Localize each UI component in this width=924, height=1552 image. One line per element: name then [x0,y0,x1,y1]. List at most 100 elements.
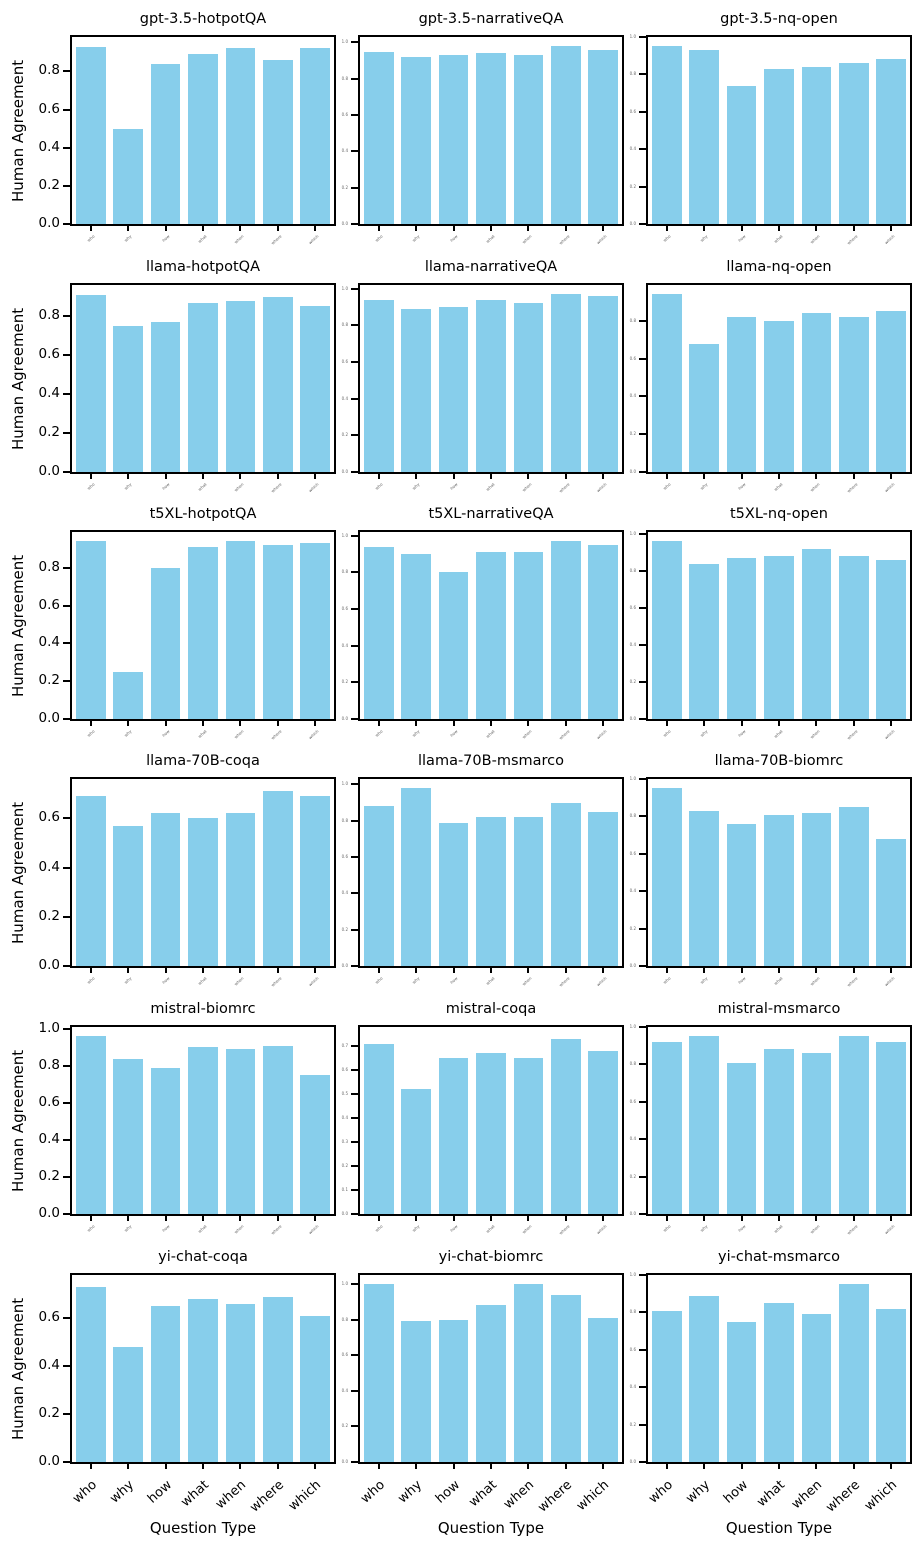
x-tick [127,1462,130,1469]
axis-spine-top [70,530,336,532]
bar-what [188,302,218,472]
y-tick-label: 0.6 [341,359,348,364]
x-tick [602,1214,605,1221]
y-tick [63,604,70,607]
x-tick-label: when [501,1477,538,1513]
x-tick [202,1462,204,1469]
y-tick-label: 1.0 [629,1272,636,1277]
subplot-gpt-3.5-nq-open: gpt-3.5-nq-open 0.0 0.2 0.4 0.6 0.8 1.0 who why h… [630,11,912,246]
y-tick [63,70,70,73]
x-tick-label: why [699,481,709,491]
x-tick-label: why [699,233,709,243]
x-tick [276,719,279,726]
x-tick-label: when [809,1223,821,1235]
y-tick-label: 0.0 [341,963,348,968]
x-tick-label: where [247,1477,287,1516]
x-tick-label: which [307,728,320,741]
subplot-llama-70B-coqa: llama-70B-coqa 0.0 0.2 0.4 0.6 who why how what w… [9,753,336,988]
y-axis-label: Human Agreement [9,307,27,450]
y-tick-label: 0.6 [341,854,348,860]
x-tick [452,719,455,726]
x-tick-label: where [270,481,283,494]
x-tick-label: what [484,481,496,492]
bar-who [363,299,394,472]
y-tick [639,1348,646,1351]
x-tick-label: what [484,728,496,739]
x-tick-label: where [558,481,571,494]
bar-who [651,46,682,224]
axis-spine-right [910,1273,912,1464]
y-tick [639,223,646,225]
x-tick [527,966,530,973]
x-tick [490,1214,492,1221]
subplot-gpt-3.5-narrativeQA: gpt-3.5-narrativeQA 0.0 0.2 0.4 0.6 0.8 1.0 who… [342,11,624,246]
y-tick [63,915,70,918]
y-tick [639,1213,646,1215]
x-tick-label: which [862,1477,901,1515]
y-tick-label: 0.4 [38,1130,60,1147]
axis-spine-top [646,1273,912,1275]
x-tick [314,719,317,726]
x-tick [127,966,130,973]
chart-title: gpt-3.5-hotpotQA [139,11,267,27]
x-tick [564,719,567,726]
axis-spine-top [646,35,912,37]
x-tick [377,224,380,231]
x-tick [815,224,818,231]
bar-who [363,806,394,966]
bar-where [838,63,869,224]
y-tick-label: 0.6 [38,1309,60,1326]
bar-which [588,811,619,966]
y-tick-label: 1.0 [629,530,636,536]
axis-spine-top [70,35,336,37]
x-tick [127,719,130,726]
axis-spine-left [70,777,72,968]
axis-spine-right [622,530,624,721]
bar-when [801,812,832,966]
y-tick-label: 1.0 [341,285,348,291]
bar-why [113,825,144,966]
y-tick [351,1213,358,1215]
y-tick [351,1165,358,1168]
x-tick [852,472,855,479]
axis-spine-left [70,1273,72,1464]
axis-spine-right [334,35,336,226]
y-tick [639,433,646,436]
axis-spine-right [622,283,624,474]
x-tick [415,966,418,973]
x-tick-label: when [233,728,245,740]
bar-which [588,544,619,719]
x-tick-label: why [683,1477,714,1507]
y-tick-label: 0.5 [341,1091,348,1097]
y-tick [351,783,358,786]
y-tick [351,114,358,117]
y-tick [639,148,646,151]
x-tick-label: where [535,1477,575,1516]
x-tick-label: which [883,975,896,988]
bar-what [476,1305,506,1462]
x-tick-label: what [772,728,784,739]
bar-where [838,1284,869,1462]
subplot-yi-chat-biomrc: yi-chat-biomrc 0.0 0.2 0.4 0.6 0.8 1.0 who why ho… [342,1249,624,1537]
x-tick-label: who [85,975,96,985]
bar-why [113,1058,144,1214]
bar-where [262,1296,293,1462]
bar-who [651,1310,682,1462]
x-tick [890,719,893,726]
bar-when [801,548,832,719]
y-tick-label: 0.6 [341,1067,348,1073]
y-tick-label: 0.2 [341,926,348,932]
x-tick [377,966,380,973]
x-tick-label: how [448,481,459,491]
y-tick-label: 0.8 [629,567,636,573]
x-tick-label: who [373,1223,384,1233]
x-tick [527,224,530,231]
x-tick-label: where [270,1223,283,1236]
bar-which [588,1051,619,1214]
y-tick-label: 0.0 [38,957,60,973]
x-tick [239,224,242,231]
y-tick [351,1117,358,1120]
bar-who [75,541,106,719]
x-tick [490,224,492,231]
